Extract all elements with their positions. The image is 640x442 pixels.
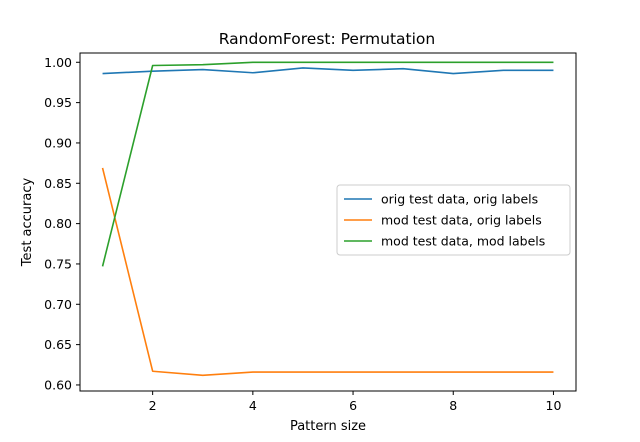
- y-tick-label: 0.85: [44, 176, 72, 191]
- series-line-3: [101, 61, 554, 267]
- y-axis-ticks: 0.60 0.65 0.70 0.75 0.80 0.85 0.90 0.95 1.00: [44, 55, 80, 392]
- x-axis-ticks: 2 4 6 8 10: [149, 391, 562, 413]
- y-tick-label: 0.90: [44, 135, 72, 150]
- legend-entry-3: mod test data, mod labels: [381, 234, 545, 249]
- legend-entry-1: orig test data, orig labels: [381, 192, 538, 207]
- x-tick-label: 2: [149, 398, 157, 413]
- x-tick-label: 8: [449, 398, 457, 413]
- legend: orig test data, orig labels mod test data…: [336, 184, 571, 256]
- legend-entry-2: mod test data, orig labels: [381, 213, 542, 228]
- y-axis-label: Test accuracy: [20, 178, 35, 268]
- series-line-1: [102, 67, 554, 75]
- y-tick-label: 0.95: [44, 95, 72, 110]
- y-tick-label: 0.80: [44, 216, 72, 231]
- y-tick-label: 0.60: [44, 377, 72, 392]
- y-tick-label: 0.65: [44, 337, 72, 352]
- x-axis-label: Pattern size: [290, 419, 366, 434]
- x-tick-label: 10: [546, 398, 562, 413]
- series-layer: [101, 61, 554, 377]
- legend-box: [336, 184, 571, 256]
- x-tick-label: 4: [249, 398, 257, 413]
- series-line-2: [101, 167, 554, 377]
- x-tick-label: 6: [349, 398, 357, 413]
- y-tick-label: 0.70: [44, 297, 72, 312]
- axes-frame: [79, 52, 577, 392]
- y-tick-label: 1.00: [44, 55, 72, 70]
- y-tick-label: 0.75: [44, 256, 72, 271]
- chart-title: RandomForest: Permutation: [219, 30, 436, 48]
